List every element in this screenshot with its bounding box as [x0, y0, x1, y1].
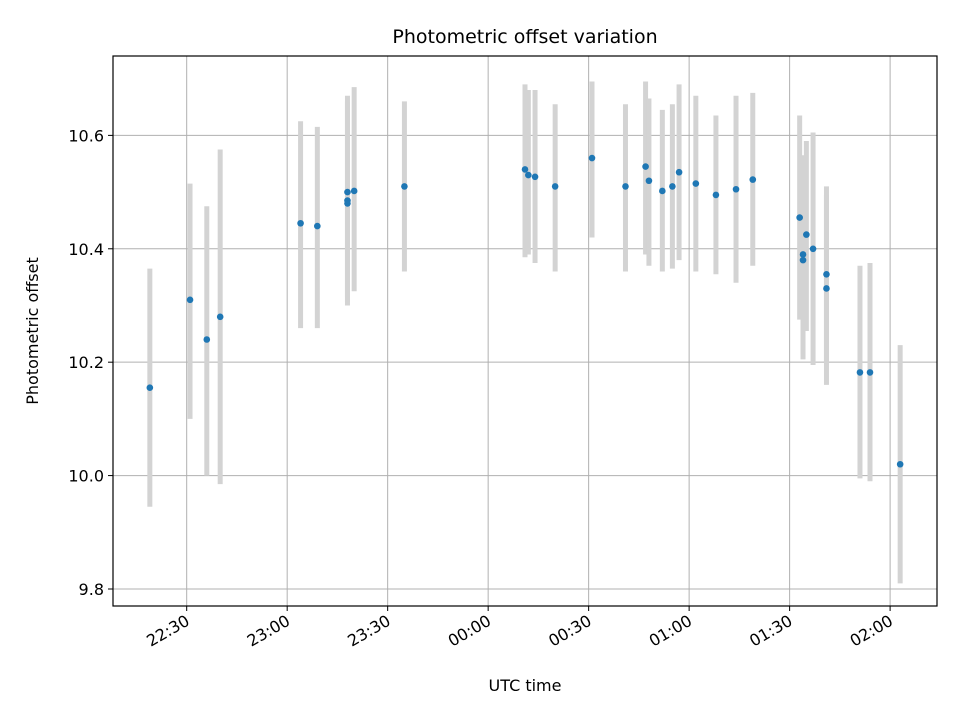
y-tick-label: 10.2	[68, 353, 104, 372]
data-point	[186, 296, 194, 304]
data-point	[803, 231, 810, 238]
y-tick-label: 10.0	[68, 467, 104, 486]
data-point	[823, 270, 830, 278]
data-point	[692, 180, 700, 187]
data-point	[645, 177, 653, 185]
y-tick-label: 9.8	[79, 580, 104, 599]
data-point	[401, 183, 408, 190]
plot-frame	[112, 55, 938, 607]
data-point	[642, 163, 649, 170]
data-point	[823, 285, 830, 292]
data-point	[799, 256, 807, 264]
data-point	[216, 313, 224, 321]
data-point	[531, 173, 539, 181]
data-point	[669, 183, 676, 190]
data-point	[344, 188, 351, 196]
data-point	[896, 460, 904, 468]
y-tick-label: 10.4	[68, 240, 104, 259]
point-layer	[146, 154, 904, 468]
data-point	[551, 183, 559, 190]
data-point	[314, 222, 321, 230]
y-axis-label: Photometric offset	[23, 257, 42, 405]
data-point	[856, 369, 864, 376]
data-point	[796, 214, 803, 221]
data-point	[525, 171, 532, 179]
data-point	[203, 336, 211, 343]
data-point	[809, 245, 817, 253]
data-point	[350, 187, 358, 195]
data-point	[749, 176, 757, 183]
data-point	[712, 191, 720, 199]
data-point	[659, 187, 666, 195]
data-point	[799, 251, 807, 258]
data-point	[622, 183, 629, 190]
data-point	[297, 219, 304, 227]
data-point	[675, 168, 683, 176]
data-point	[588, 154, 596, 162]
data-point	[866, 369, 874, 376]
y-tick-label: 10.6	[68, 126, 104, 145]
data-point	[146, 384, 154, 392]
data-point	[732, 185, 740, 193]
chart-title: Photometric offset variation	[392, 26, 657, 48]
data-point	[521, 166, 529, 173]
data-point	[344, 200, 351, 207]
x-axis-label: UTC time	[489, 676, 562, 695]
